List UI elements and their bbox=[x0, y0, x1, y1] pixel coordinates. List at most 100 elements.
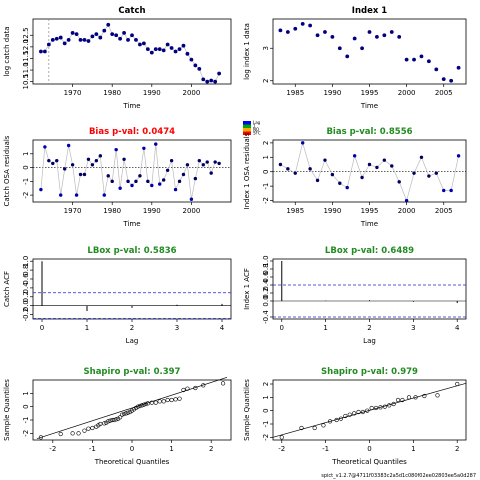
plot-frame bbox=[32, 18, 232, 85]
data-point bbox=[62, 167, 67, 171]
panel-6: LBox p-val: 0.6489 0 1 2 3 4 -0.4 0.00.20.40.60… bbox=[243, 246, 467, 345]
data-point bbox=[455, 381, 460, 387]
data-point bbox=[121, 411, 127, 417]
data-point bbox=[157, 47, 162, 52]
data-point bbox=[406, 395, 412, 400]
data-point bbox=[412, 57, 416, 62]
panel-title: Bias p-val: 0.0474 bbox=[89, 127, 175, 137]
data-point bbox=[141, 402, 146, 407]
data-point bbox=[427, 174, 431, 178]
panel-title: Catch bbox=[118, 6, 145, 16]
y-axis-label: Sample Quantiles bbox=[3, 379, 11, 441]
y-tick-label: 2 bbox=[262, 382, 270, 386]
data-point bbox=[367, 162, 372, 167]
data-point bbox=[201, 383, 206, 388]
data-point bbox=[177, 47, 182, 52]
data-point bbox=[375, 165, 379, 170]
data-point bbox=[209, 78, 214, 83]
x-tick-label: 1990 bbox=[143, 207, 161, 215]
data-point bbox=[90, 34, 95, 39]
data-point bbox=[323, 30, 327, 34]
data-point bbox=[165, 168, 170, 173]
data-point bbox=[82, 428, 87, 433]
x-tick-label: 2 bbox=[455, 445, 459, 453]
x-tick-label: 1 bbox=[323, 324, 327, 332]
data-point bbox=[102, 421, 107, 426]
x-tick-label: 2000 bbox=[182, 89, 200, 97]
x-tick-label: 2 bbox=[130, 324, 134, 332]
data-point bbox=[189, 197, 194, 201]
y-tick-label: 2 bbox=[262, 79, 270, 83]
data-point bbox=[369, 405, 374, 411]
data-point bbox=[70, 163, 75, 167]
data-point bbox=[434, 67, 439, 72]
data-point bbox=[360, 175, 364, 180]
x-tick-label: 1985 bbox=[286, 207, 304, 215]
data-point bbox=[419, 155, 424, 160]
y-tick-label: 0 bbox=[262, 169, 270, 173]
x-tick-label: 2005 bbox=[435, 207, 453, 215]
x-tick-label: 4 bbox=[220, 324, 225, 332]
y-tick-label: 2 bbox=[262, 141, 270, 145]
y-tick-label: -2 bbox=[262, 434, 270, 441]
data-point bbox=[213, 79, 218, 84]
data-point bbox=[54, 36, 59, 41]
data-point bbox=[165, 397, 170, 403]
data-point bbox=[98, 421, 103, 427]
data-point bbox=[169, 46, 174, 50]
x-tick-label: 1980 bbox=[103, 89, 121, 97]
data-point bbox=[122, 157, 126, 161]
data-point bbox=[413, 395, 418, 400]
data-point bbox=[300, 21, 305, 26]
data-point bbox=[308, 167, 312, 171]
data-point bbox=[55, 158, 59, 163]
data-point bbox=[173, 397, 178, 402]
data-point bbox=[126, 179, 130, 184]
x-axis-label: Lag bbox=[363, 337, 376, 345]
y-tick-label: -2 bbox=[22, 430, 30, 437]
y-tick-label: -1 bbox=[262, 183, 270, 190]
data-point bbox=[114, 147, 118, 152]
data-point bbox=[345, 185, 349, 190]
data-point bbox=[150, 183, 154, 188]
data-point bbox=[106, 419, 111, 424]
data-point bbox=[299, 425, 304, 431]
y-tick-label: 0.0 bbox=[262, 295, 270, 306]
data-point bbox=[373, 405, 379, 411]
data-point bbox=[118, 186, 122, 190]
data-point bbox=[205, 79, 210, 84]
data-point bbox=[169, 158, 174, 163]
data-point bbox=[59, 193, 63, 197]
panel-title: Index 1 bbox=[352, 6, 388, 16]
data-point bbox=[149, 50, 154, 55]
panel-1: Catch 1970 1980 1990 2000 10.511.011.512.012.… bbox=[3, 6, 232, 110]
data-point bbox=[134, 37, 138, 42]
data-point bbox=[404, 198, 409, 203]
plot-frame bbox=[272, 258, 467, 320]
data-point bbox=[197, 158, 202, 163]
data-point bbox=[161, 48, 166, 53]
data-point bbox=[400, 397, 405, 403]
panel-4: Bias p-val: 0.8556 1985 1990 1995 2000 2005 -2… bbox=[243, 127, 467, 228]
data-point bbox=[209, 171, 213, 175]
y-axis-label: log catch data bbox=[3, 26, 11, 76]
data-point bbox=[118, 415, 123, 420]
legend-label: Lag bbox=[253, 120, 261, 125]
data-point bbox=[189, 57, 194, 62]
data-point bbox=[143, 401, 148, 407]
data-point bbox=[426, 59, 431, 64]
data-point bbox=[50, 37, 55, 42]
data-point bbox=[365, 408, 370, 413]
data-point bbox=[181, 43, 186, 48]
data-point bbox=[125, 410, 131, 415]
y-tick-label: 0.4 bbox=[262, 279, 270, 291]
data-point bbox=[106, 22, 111, 27]
data-point bbox=[86, 426, 91, 431]
data-point bbox=[142, 146, 146, 150]
qq-reference-line bbox=[272, 382, 467, 438]
y-tick-label: 0 bbox=[22, 165, 30, 169]
data-point bbox=[135, 404, 141, 409]
data-point bbox=[312, 425, 317, 431]
y-tick-label: -1 bbox=[22, 178, 30, 185]
data-point bbox=[338, 416, 344, 421]
